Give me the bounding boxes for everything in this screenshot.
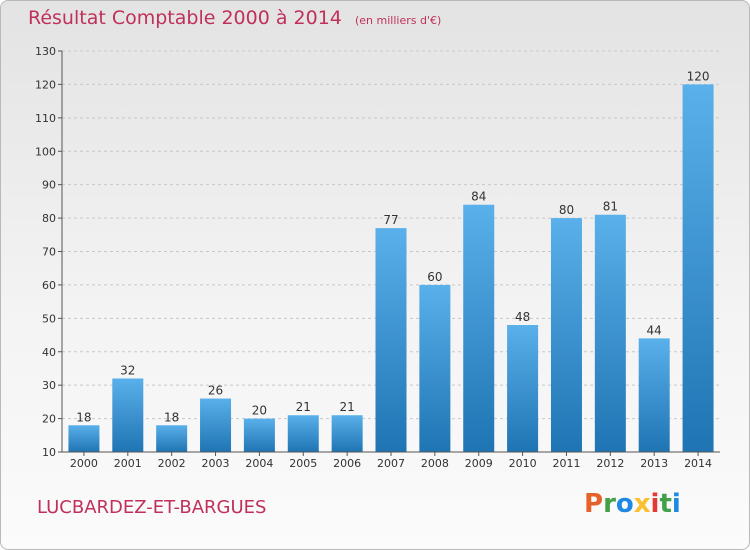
logo-letter: x (633, 489, 651, 519)
x-tick-label: 2010 (509, 457, 537, 470)
x-tick-label: 2009 (465, 457, 493, 470)
bar-2005 (287, 415, 319, 452)
value-label: 60 (427, 270, 442, 284)
x-tick-label: 2008 (421, 457, 449, 470)
bar-2006 (331, 415, 363, 452)
logo-letter: i (650, 489, 660, 519)
value-label: 80 (559, 203, 574, 217)
x-tick-label: 2000 (70, 457, 98, 470)
bar-2001 (112, 378, 144, 452)
bar-2000 (68, 425, 100, 452)
y-tick-label: 120 (35, 78, 56, 91)
bar-2007 (375, 228, 407, 452)
value-label: 32 (120, 363, 135, 377)
logo-letter: P (584, 489, 604, 519)
logo-letter: t (659, 489, 672, 519)
x-tick-label: 2007 (377, 457, 405, 470)
value-label: 84 (471, 190, 486, 204)
x-tick-label: 2012 (596, 457, 624, 470)
axes: 10 20 30 40 50 60 70 80 90 100 110 120 130 2000 2001 20… (35, 45, 720, 470)
bar-2013 (638, 338, 670, 452)
value-label: 18 (164, 410, 179, 424)
value-label: 81 (603, 200, 618, 214)
bar-2010 (507, 325, 539, 452)
commune-name: LUCBARDEZ-ET-BARGUES (37, 497, 267, 518)
x-tick-label: 2003 (202, 457, 230, 470)
x-tick-label: 2002 (158, 457, 186, 470)
y-tick-label: 70 (42, 246, 56, 259)
value-label: 44 (647, 323, 662, 337)
bar-2003 (200, 398, 232, 452)
bar-2008 (419, 284, 451, 452)
x-tick-label: 2011 (552, 457, 580, 470)
value-label: 18 (76, 410, 91, 424)
value-label: 120 (687, 69, 710, 83)
x-tick-label: 2005 (289, 457, 317, 470)
bar-2012 (594, 214, 626, 452)
value-label: 20 (252, 404, 267, 418)
value-label: 48 (515, 310, 530, 324)
x-tick-label: 2004 (245, 457, 273, 470)
y-tick-label: 50 (42, 312, 56, 325)
bar-2011 (550, 218, 582, 452)
y-tick-label: 20 (42, 413, 56, 426)
x-tick-label: 2006 (333, 457, 361, 470)
bar-2014 (682, 84, 714, 453)
x-tick-label: 2001 (114, 457, 142, 470)
y-tick-label: 130 (35, 45, 56, 58)
chart-subtitle: (en milliers d'€) (354, 14, 442, 27)
y-tick-label: 40 (42, 346, 56, 359)
chart-title: Résultat Comptable 2000 à 2014 (28, 7, 342, 29)
logo-letter: i (671, 489, 681, 519)
y-tick-label: 80 (42, 212, 56, 225)
bars: 18 32 18 26 20 21 21 77 60 84 48 80 81 44 120 (68, 69, 714, 453)
value-label: 77 (383, 213, 398, 227)
title-row: Résultat Comptable 2000 à 2014 (en milli… (28, 7, 441, 29)
value-label: 21 (296, 400, 311, 414)
value-label: 26 (208, 384, 223, 398)
x-tick-label: 2014 (684, 457, 712, 470)
y-tick-label: 60 (42, 279, 56, 292)
y-tick-label: 90 (42, 179, 56, 192)
y-tick-label: 30 (42, 379, 56, 392)
y-tick-label: 100 (35, 145, 56, 158)
logo-letter: o (615, 489, 634, 519)
y-tick-label: 10 (42, 446, 56, 459)
y-tick-label: 110 (35, 112, 56, 125)
bar-2004 (243, 418, 275, 452)
logo-letter: r (603, 489, 616, 519)
value-label: 21 (339, 400, 354, 414)
proxiti-logo[interactable]: Proxiti (584, 489, 681, 519)
bar-2009 (463, 204, 495, 452)
bar-2002 (156, 425, 188, 452)
x-tick-label: 2013 (640, 457, 668, 470)
